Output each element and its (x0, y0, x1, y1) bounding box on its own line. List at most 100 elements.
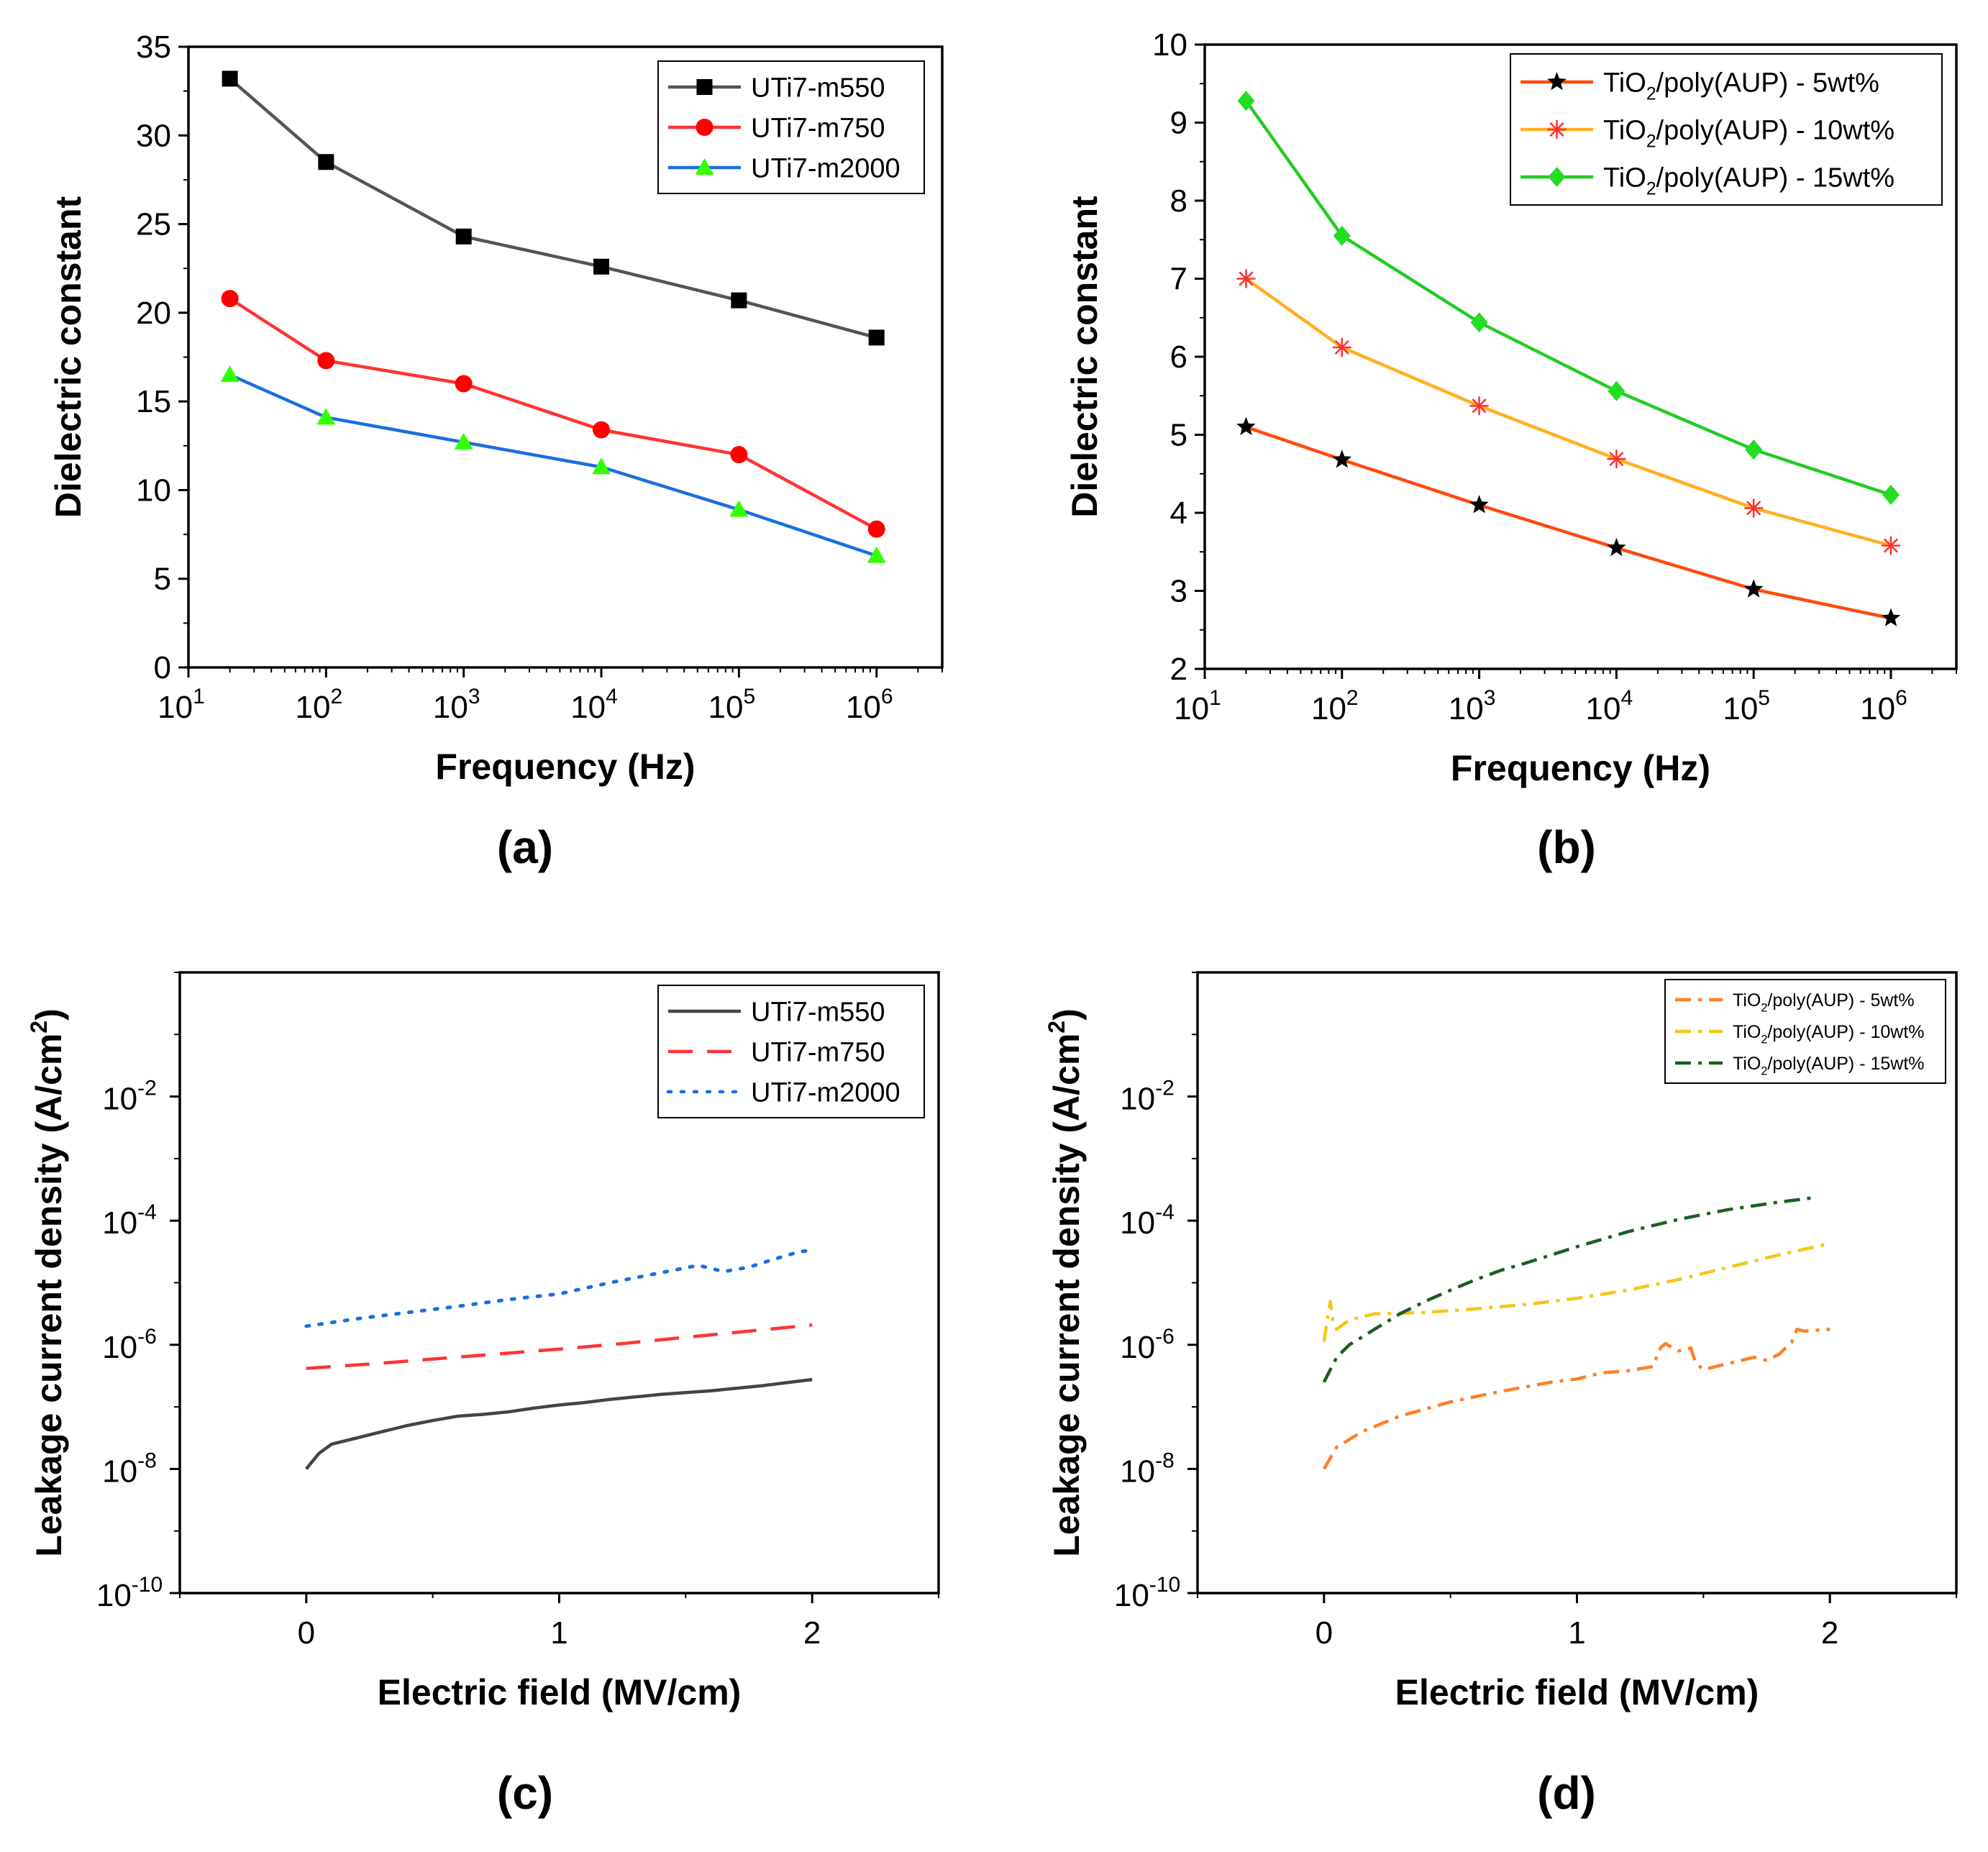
asterisk-stroke (1883, 538, 1899, 553)
y-tick-label: 4 (1170, 496, 1187, 531)
legend-label-part: TiO (1733, 990, 1761, 1011)
data-point-s0-p1 (318, 154, 334, 170)
data-point-s0-p2 (455, 228, 472, 245)
y-tick-label: 35 (136, 29, 171, 65)
data-point-s0-p1 (1332, 450, 1352, 468)
y-tick-label-exp: -8 (1155, 1449, 1175, 1472)
x-tick-label-exp: 4 (1621, 686, 1633, 710)
x-tick-label-exp: 3 (468, 685, 480, 708)
x-tick-label: 0 (1316, 1615, 1333, 1651)
series-line-2 (304, 1249, 814, 1328)
data-point-s2-p1 (1333, 225, 1351, 246)
x-tick-label: 103 (1449, 686, 1496, 726)
x-tick-label-base: 10 (1586, 691, 1621, 726)
x-tick-label-exp: 2 (1346, 686, 1359, 710)
x-tick-label-exp: 3 (1484, 686, 1496, 710)
x-tick-label: 105 (1723, 686, 1770, 726)
legend-label-sub: 2 (1646, 132, 1656, 152)
y-tick-label-base: 10 (1120, 1205, 1155, 1241)
x-tick-label: 2 (803, 1615, 821, 1651)
y-tick-label-exp: -6 (1155, 1325, 1175, 1349)
x-tick-label-base: 10 (433, 690, 468, 725)
x-tick-label: 0 (298, 1615, 315, 1651)
panel-label: (b) (1537, 821, 1596, 873)
data-point-s1-p0 (221, 290, 239, 308)
x-tick-label-exp: 4 (606, 685, 618, 708)
series-line-2 (229, 373, 877, 557)
y-axis-title: Dielectric constant (1064, 196, 1105, 518)
legend-label-part: TiO (1733, 1054, 1761, 1074)
legend-label-part: /poly(AUP) - 15wt% (1656, 163, 1895, 193)
y-tick-label: 25 (136, 207, 171, 242)
asterisk-stroke (1609, 452, 1624, 467)
data-point-s1-p1 (1332, 337, 1351, 357)
asterisk-stroke (1746, 501, 1761, 516)
legend-label-0: UTi7-m550 (751, 997, 885, 1027)
y-tick-label-exp: -6 (137, 1325, 157, 1349)
y-tick-label: 10-4 (1120, 1200, 1175, 1241)
data-point-s2-plegend (1548, 167, 1566, 187)
x-tick-label-base: 10 (1311, 691, 1346, 726)
x-tick-label-base: 10 (158, 690, 193, 725)
x-tick-label-base: 10 (846, 690, 881, 725)
y-tick-label-base: 10 (102, 1454, 137, 1489)
data-point-s2-p2 (454, 432, 473, 450)
y-tick-label: 10 (1152, 27, 1187, 63)
y-tick-label-base: 10 (1114, 1578, 1149, 1613)
x-tick-label: 102 (1311, 686, 1359, 726)
y-axis-title: Leakage current density (A/cm2) (1044, 1008, 1087, 1556)
x-tick-label-base: 10 (1860, 691, 1895, 726)
data-point-s0-p0 (1236, 416, 1256, 435)
legend-label-2: UTi7-m2000 (751, 1077, 900, 1108)
series-line-0 (1322, 1327, 1830, 1470)
panel-label: (a) (497, 821, 553, 873)
x-tick-label-base: 10 (296, 690, 331, 725)
y-tick-label: 10-10 (96, 1573, 163, 1613)
data-point-s1-p3 (1607, 450, 1626, 469)
data-point-s2-p2 (1470, 312, 1488, 333)
x-axis-title: Electric field (MV/cm) (378, 1672, 742, 1712)
data-point-s1-p0 (1236, 269, 1256, 288)
data-point-s0-p2 (1469, 495, 1489, 514)
x-tick-label: 105 (708, 685, 756, 725)
data-point-s1-p2 (1469, 396, 1489, 416)
y-axis-title-main: Leakage current density (A/cm (29, 1034, 69, 1557)
data-point-s1-plegend (1547, 120, 1567, 139)
y-tick-label: 20 (136, 296, 171, 331)
y-tick-label-base: 10 (1120, 1082, 1155, 1117)
y-tick-label: 10-8 (1120, 1449, 1175, 1489)
y-tick-label: 0 (154, 650, 171, 685)
data-point-s0-p4 (1743, 579, 1764, 598)
data-point-s1-p4 (1744, 498, 1764, 518)
data-point-s0-p0 (222, 70, 238, 87)
y-tick-label-base: 10 (96, 1578, 132, 1613)
y-tick-label: 5 (154, 562, 171, 597)
y-tick-label-base: 10 (102, 1082, 137, 1117)
x-tick-label: 106 (1860, 686, 1907, 726)
y-tick-label: 8 (1170, 183, 1187, 219)
y-tick-label: 2 (1170, 652, 1187, 687)
x-tick-label-exp: 1 (1209, 686, 1221, 710)
x-tick-label-exp: 6 (881, 685, 893, 708)
y-tick-label: 10-2 (1120, 1077, 1175, 1117)
x-tick-label-base: 10 (1449, 691, 1484, 726)
data-point-s2-p0 (220, 365, 240, 383)
x-tick-label: 101 (1174, 686, 1221, 726)
asterisk-stroke (1549, 122, 1564, 137)
x-tick-label-exp: 2 (330, 685, 342, 708)
legend-label-sub: 2 (1761, 1064, 1767, 1077)
y-tick-label-exp: -4 (137, 1200, 157, 1224)
data-point-s1-p5 (867, 520, 885, 538)
y-axis-title-main: Leakage current density (A/cm (1047, 1034, 1087, 1557)
y-axis-title: Dielectric constant (48, 196, 88, 518)
data-point-s0-p3 (1607, 537, 1626, 557)
panel-a: 101 102 103 104 105 10605101520253035Frequenc… (48, 29, 944, 873)
legend-label-part: /poly(AUP) - 5wt% (1767, 990, 1914, 1011)
y-axis-title-end: ) (29, 1008, 69, 1021)
x-tick-label: 101 (158, 685, 205, 725)
asterisk-stroke (1239, 271, 1254, 286)
data-point-s1-p3 (593, 421, 611, 439)
series-line-1 (1245, 277, 1892, 547)
